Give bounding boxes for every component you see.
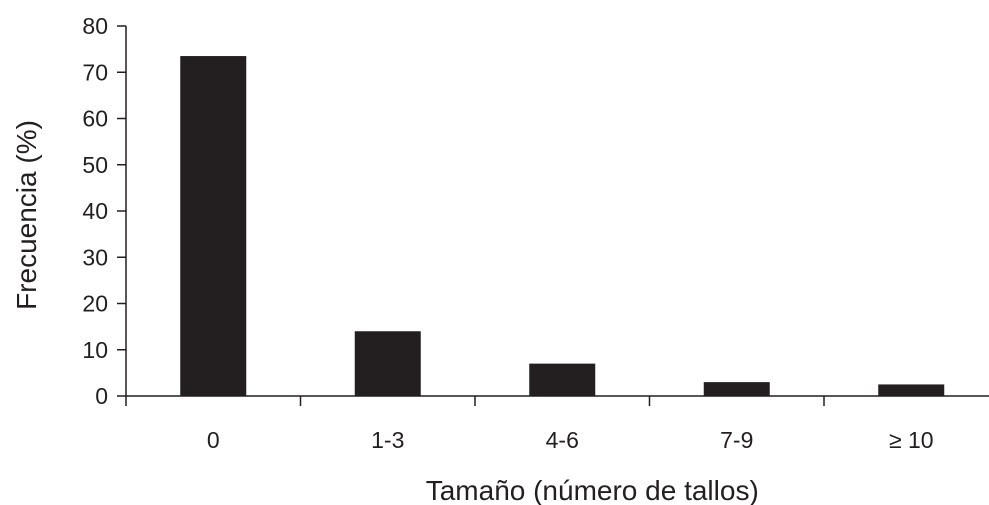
y-tick-label: 80 <box>82 13 108 39</box>
y-tick-label: 60 <box>82 106 108 132</box>
x-tick-label: 1-3 <box>371 427 404 453</box>
bar <box>354 331 421 396</box>
bar <box>703 382 770 396</box>
y-axis-title: Frecuencia (%) <box>11 120 42 310</box>
y-tick-label: 50 <box>82 152 108 178</box>
bars <box>180 56 945 396</box>
bar <box>878 384 945 396</box>
x-axis-title: Tamaño (número de tallos) <box>426 475 759 505</box>
y-tick-label: 10 <box>82 337 108 363</box>
y-tick-label: 30 <box>82 244 108 270</box>
x-tick-label: 7-9 <box>720 427 753 453</box>
x-tick-label: ≥ 10 <box>889 427 934 453</box>
x-tick-label: 0 <box>207 427 220 453</box>
bar <box>180 56 247 396</box>
x-axis-ticks: 0 1-3 4-6 7-9 ≥ 10 <box>125 396 934 453</box>
y-axis-ticks: 0 10 20 30 40 50 60 70 80 <box>82 13 126 409</box>
x-tick-label: 4-6 <box>546 427 579 453</box>
y-tick-label: 40 <box>82 198 108 224</box>
y-tick-label: 20 <box>82 291 108 317</box>
y-tick-label: 70 <box>82 59 108 85</box>
bar <box>529 363 596 396</box>
y-tick-label: 0 <box>95 383 108 409</box>
